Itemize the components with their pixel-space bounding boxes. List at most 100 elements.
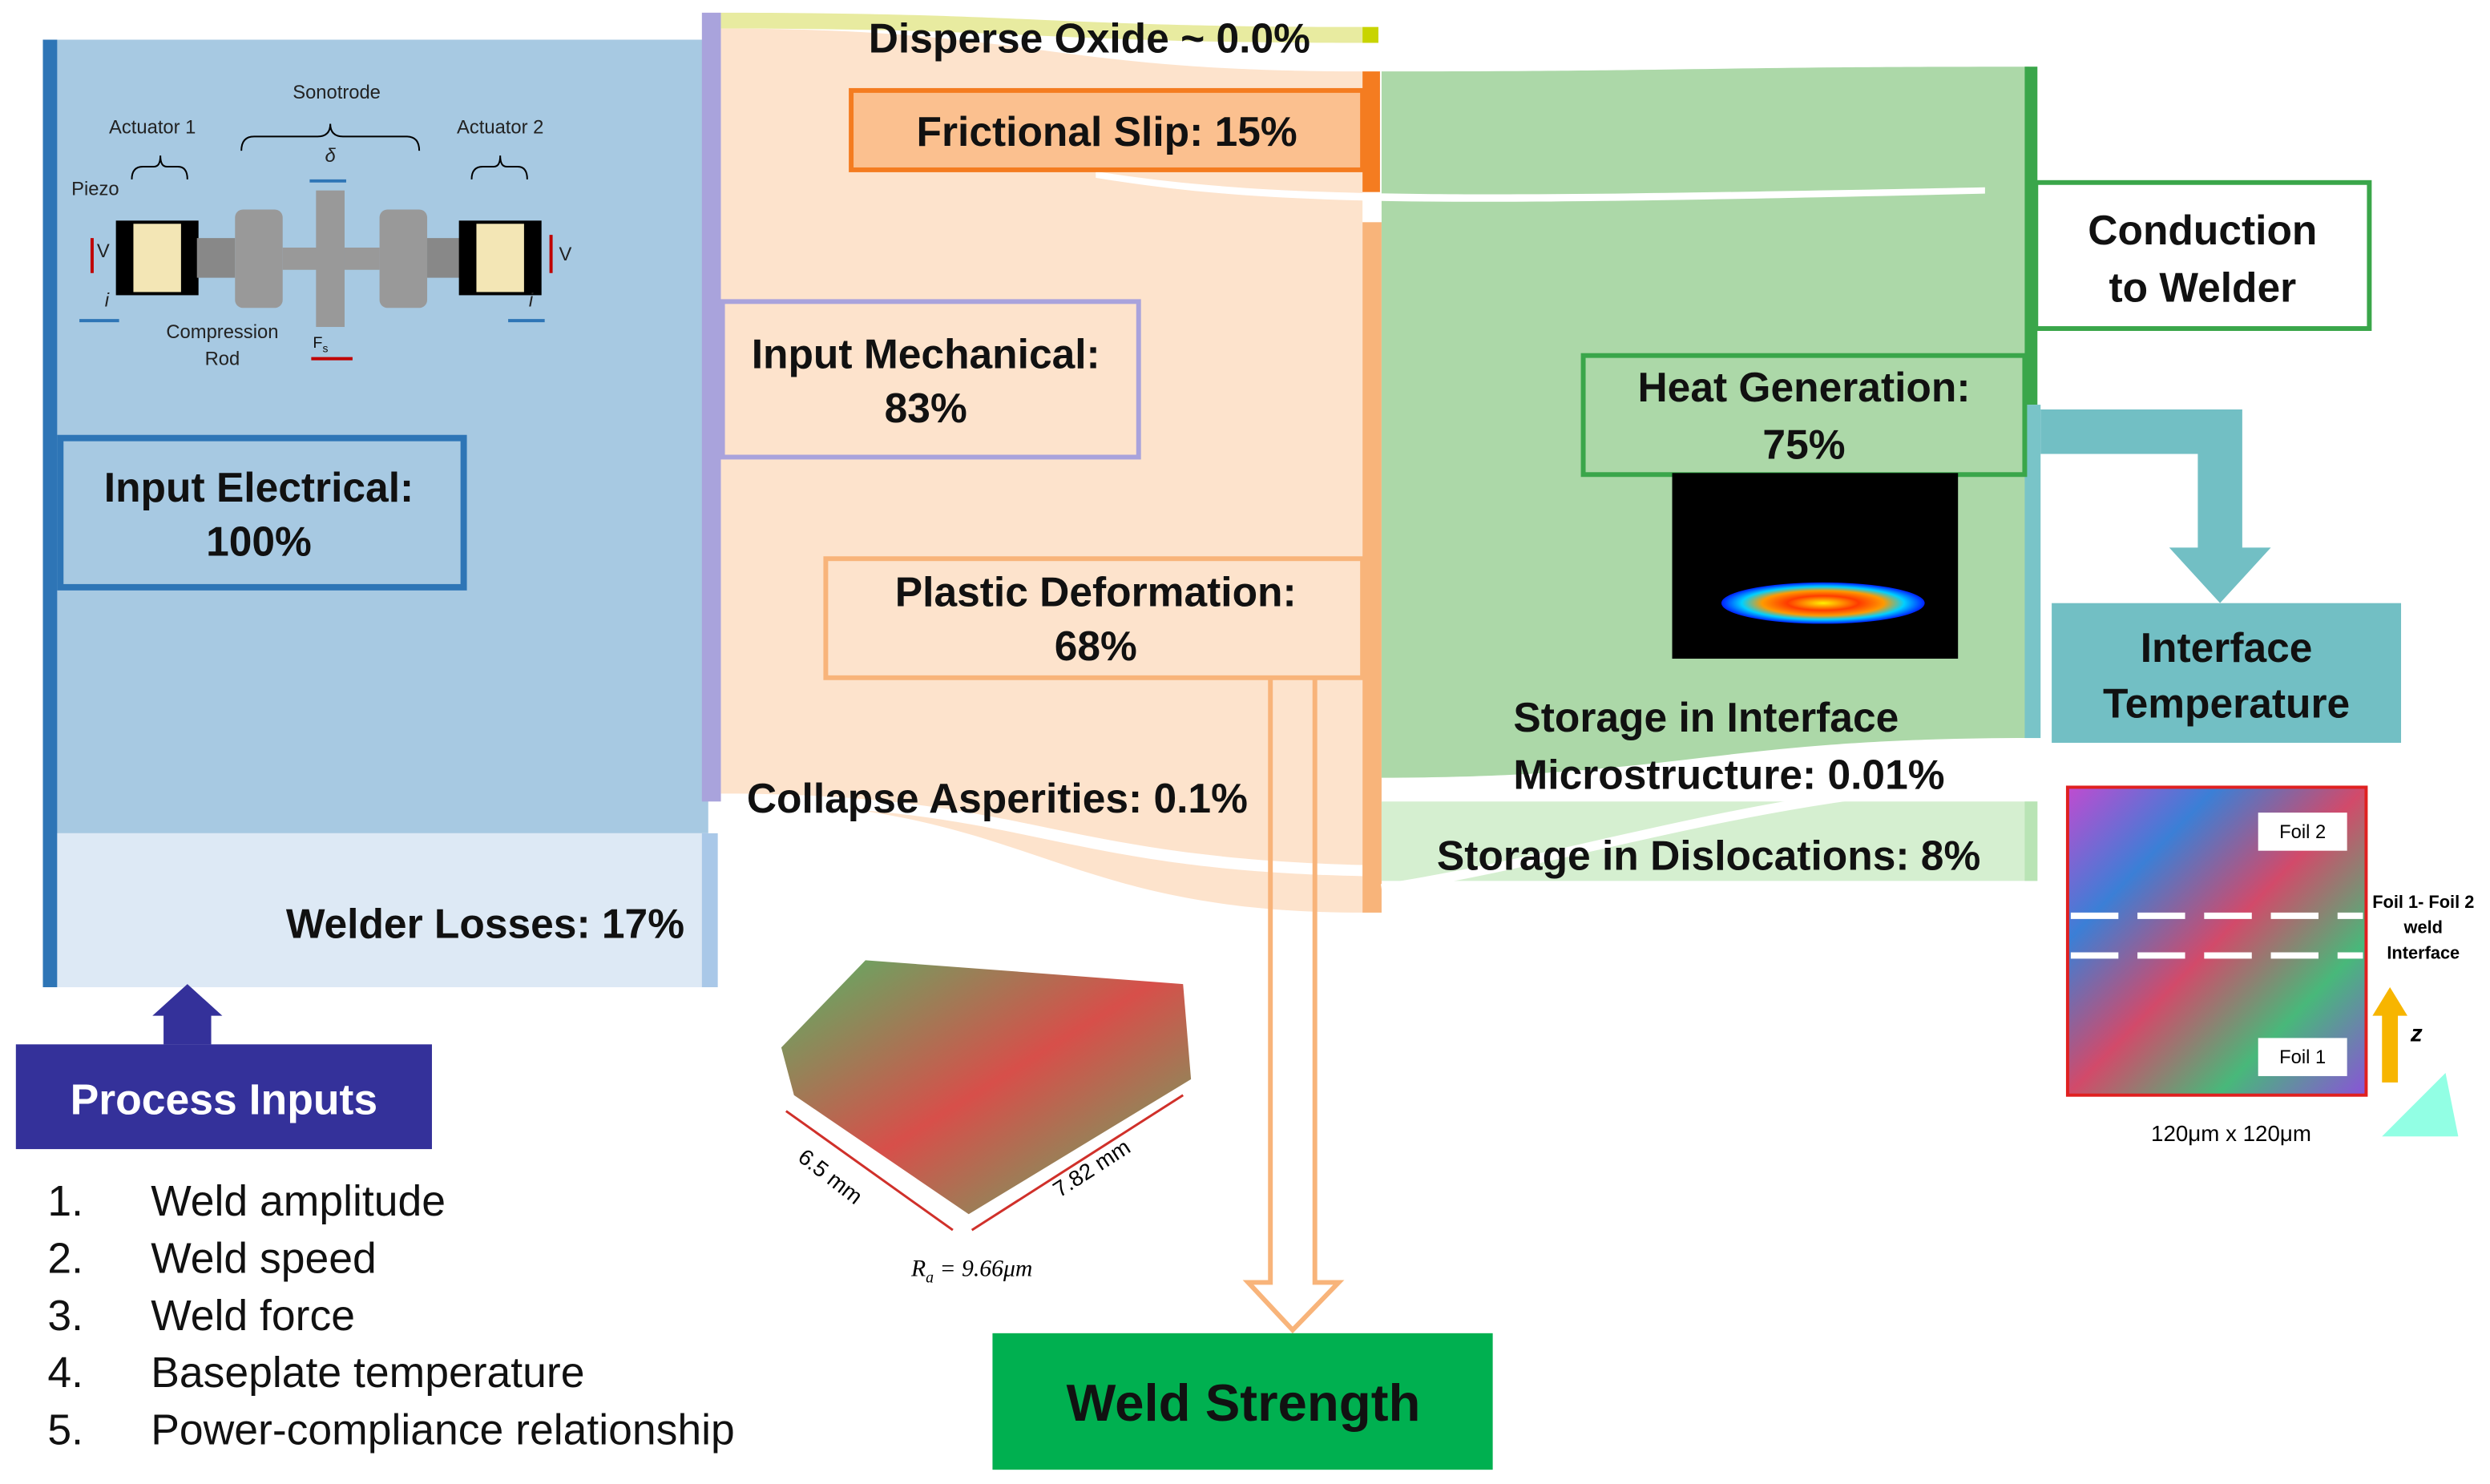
surface-plot: [781, 960, 1192, 1215]
strength-arrow: [1242, 677, 1345, 1334]
ipf-triangle: [2382, 1072, 2459, 1137]
inputs-box: [15, 1044, 432, 1150]
list-item: Weld force: [151, 1292, 355, 1340]
rod: [282, 247, 318, 270]
foil-label-box: [2258, 813, 2347, 851]
rod-label: Compression: [166, 321, 278, 343]
deformation-label: Plastic Deformation:: [895, 569, 1297, 615]
sonotrode: [316, 190, 345, 328]
roughness-symbol: R: [910, 1256, 926, 1282]
rod: [344, 247, 380, 270]
actuator-label: Actuator 1: [109, 116, 196, 138]
oxide-flow: [720, 12, 1363, 43]
conduction-label: Conduction: [2088, 207, 2317, 253]
electrical-node: [42, 39, 58, 988]
temperature-box: [2052, 603, 2402, 743]
piezo-label: Piezo: [71, 179, 119, 200]
list-item: Power-compliance relationship: [151, 1406, 734, 1454]
actuator-cap: [117, 222, 134, 294]
width-dimension: [785, 1110, 954, 1232]
force-symbol: F: [313, 334, 322, 352]
force-subscript: s: [322, 342, 328, 355]
mechanical-box: [720, 299, 1141, 460]
interface-label: Interface: [2387, 942, 2460, 962]
length-dimension: [971, 1094, 1184, 1232]
heat-box: [1580, 353, 2028, 478]
temperature-arrow: [2040, 409, 2271, 603]
roughness-label: Ra = 9.66μm: [910, 1256, 1032, 1287]
list-item: Weld amplitude: [151, 1178, 446, 1225]
mechanical-value: 83%: [885, 385, 967, 431]
electrical-box: [57, 434, 467, 591]
list-number: 2.: [47, 1236, 83, 1283]
slip-box: [849, 87, 1366, 172]
actuator-brace: [131, 155, 188, 179]
scale-label: 120μm x 120μm: [2151, 1121, 2311, 1146]
electrical-label: Input Electrical:: [104, 464, 414, 510]
list-item: Weld speed: [151, 1236, 377, 1283]
actuator-cap: [523, 222, 540, 294]
oxide-label: Disperse Oxide ~ 0.0%: [869, 14, 1310, 61]
actuator-brace: [470, 155, 528, 179]
z-label: z: [2410, 1020, 2423, 1046]
mechanical-flow: [720, 28, 1363, 913]
heat-label: Heat Generation:: [1637, 364, 1970, 410]
deformation-box: [823, 556, 1366, 680]
z-arrow: [2372, 987, 2407, 1083]
actuator-label: Actuator 2: [457, 116, 543, 138]
mechanical-label: Input Mechanical:: [752, 331, 1100, 377]
asperities-label: Collapse Asperities: 0.1%: [747, 775, 1248, 821]
actuator-cap: [180, 222, 197, 294]
delta-label: δ: [325, 145, 337, 167]
dislocation-node: [2024, 801, 2038, 881]
rod-label: Rod: [205, 349, 240, 370]
conduction-box: [2033, 179, 2372, 331]
slip-label: Frictional Slip: 15%: [917, 108, 1297, 155]
list-item: Baseplate temperature: [151, 1349, 584, 1397]
width-label: 6.5 mm: [793, 1144, 867, 1209]
mechanical-node: [701, 12, 721, 802]
sonotrode-brace: [240, 123, 421, 151]
storage-curve: [1381, 772, 2033, 894]
voltage-label: V: [559, 244, 571, 265]
inputs-title: Process Inputs: [71, 1076, 378, 1123]
roughness-subscript: a: [926, 1268, 934, 1286]
interface-label: weld: [2403, 917, 2443, 938]
deformation-node: [1362, 222, 1382, 913]
heat-spot: [1721, 582, 1925, 624]
strength-box: [992, 1333, 1493, 1470]
interface-label: Foil 1- Foil 2: [2372, 892, 2474, 912]
heat-value: 75%: [1762, 421, 1845, 467]
slip-node: [1362, 71, 1380, 192]
storage-interface-label: Storage in Interface: [1513, 694, 1899, 740]
temperature-node: [2024, 405, 2041, 739]
temperature-label: Interface: [2141, 624, 2313, 671]
temperature-label: Temperature: [2103, 679, 2350, 726]
list-number: 1.: [47, 1178, 83, 1225]
oxide-node: [1362, 26, 1378, 43]
electrical-value: 100%: [206, 518, 312, 564]
losses-flow: [57, 833, 708, 988]
current-label: i: [105, 289, 110, 311]
deformation-value: 68%: [1055, 623, 1137, 669]
foil-label: Foil 2: [2279, 821, 2326, 843]
list-number: 5.: [47, 1406, 83, 1454]
current-label: i: [529, 289, 534, 311]
horn: [379, 209, 428, 308]
sonotrode-label: Sonotrode: [293, 82, 381, 103]
actuator-cap: [460, 222, 477, 294]
conduction-label: to Welder: [2109, 264, 2296, 310]
flow-gap: [720, 793, 1363, 877]
strength-label: Weld Strength: [1067, 1373, 1421, 1432]
losses-label: Welder Losses: 17%: [286, 901, 684, 947]
foil-label: Foil 1: [2279, 1046, 2326, 1068]
voltage-label: V: [97, 240, 110, 262]
losses-node: [701, 833, 718, 988]
inputs-list: 1. Weld amplitude 2. Weld speed 3. Weld force…: [47, 1178, 734, 1454]
slip-curve: [1096, 171, 1985, 202]
rod: [196, 238, 236, 278]
storage-interface-label: Microstructure: 0.01%: [1513, 751, 1944, 797]
horn: [235, 209, 283, 308]
